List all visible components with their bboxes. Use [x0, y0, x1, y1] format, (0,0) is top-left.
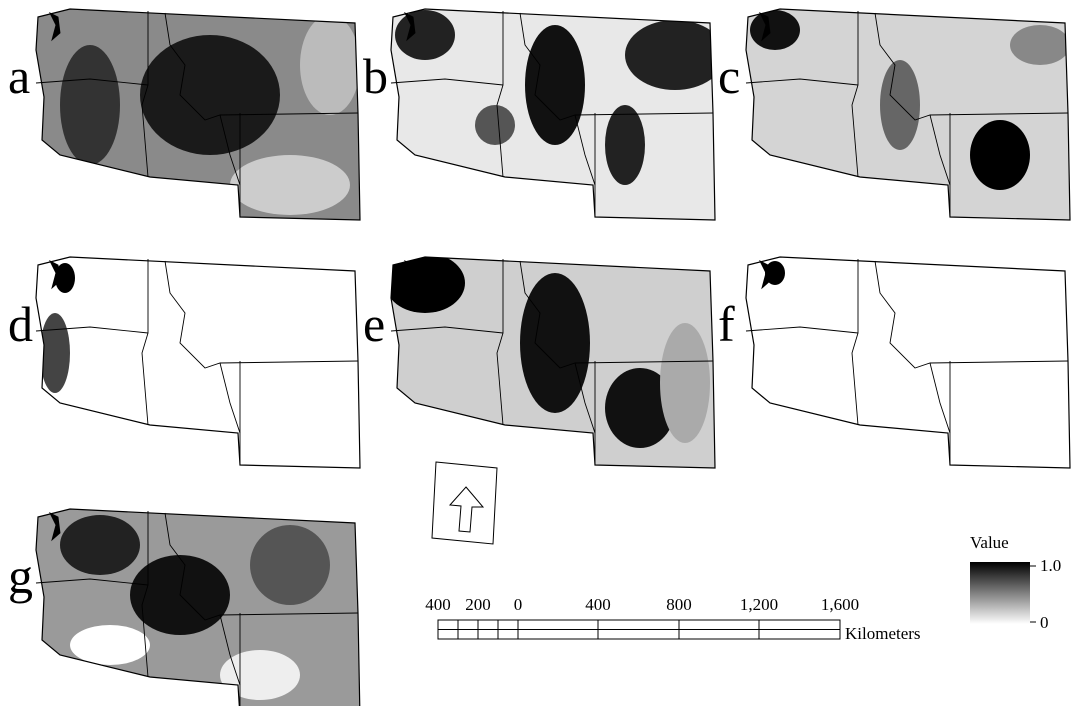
- raster-patch: [300, 15, 360, 115]
- scale-label: 400: [425, 595, 451, 614]
- legend-ramp: [970, 562, 1030, 624]
- panel-label: e: [363, 296, 385, 352]
- panel-label: a: [8, 48, 30, 104]
- map-panels: a b c d e f g: [8, 5, 1080, 706]
- raster-patch: [970, 120, 1030, 190]
- legend-title: Value: [970, 533, 1009, 552]
- scale-label: 200: [465, 595, 491, 614]
- raster-patch: [750, 10, 800, 50]
- raster-patch: [250, 525, 330, 605]
- scale-unit: Kilometers: [845, 624, 921, 643]
- map-panel: e: [363, 253, 725, 473]
- map-raster: [30, 505, 370, 706]
- panel-label: d: [8, 296, 33, 352]
- panel-label: g: [8, 548, 33, 604]
- raster-patch: [385, 253, 465, 313]
- map-panel: b: [363, 5, 725, 225]
- scale-label: 0: [514, 595, 523, 614]
- raster-patch: [220, 650, 300, 700]
- raster-patch: [660, 323, 710, 443]
- panel-label: f: [718, 296, 735, 352]
- legend-min: 0: [1040, 613, 1049, 632]
- raster-patch: [1010, 25, 1070, 65]
- raster-patch: [395, 10, 455, 60]
- scale-label: 1,600: [821, 595, 859, 614]
- scale-label: 1,200: [740, 595, 778, 614]
- map-panel: f: [718, 253, 1080, 473]
- panel-label: c: [718, 48, 740, 104]
- raster-patch: [60, 515, 140, 575]
- raster-patch: [525, 25, 585, 145]
- figure: a b c d e f g 400 200 0 400 800 1,200 1,600 Kilomete…: [0, 0, 1092, 706]
- scale-label: 800: [666, 595, 692, 614]
- raster-patch: [520, 273, 590, 413]
- panel-label: b: [363, 48, 388, 104]
- map-panel: c: [718, 5, 1080, 225]
- raster-patch: [40, 313, 70, 393]
- scale-label: 400: [585, 595, 611, 614]
- raster-patch: [230, 155, 350, 215]
- map-panel: d: [8, 253, 370, 473]
- scale-bar: 400 200 0 400 800 1,200 1,600 Kilometers: [425, 595, 920, 643]
- legend: Value 1.0 0: [970, 533, 1061, 632]
- legend-max: 1.0: [1040, 556, 1061, 575]
- map-panel: g: [8, 505, 370, 706]
- raster-patch: [140, 35, 280, 155]
- raster-patch: [605, 105, 645, 185]
- map-panel: a: [8, 5, 370, 225]
- raster-patch: [70, 625, 150, 665]
- raster-patch: [60, 45, 120, 165]
- north-arrow: [432, 462, 497, 544]
- raster-patch: [475, 105, 515, 145]
